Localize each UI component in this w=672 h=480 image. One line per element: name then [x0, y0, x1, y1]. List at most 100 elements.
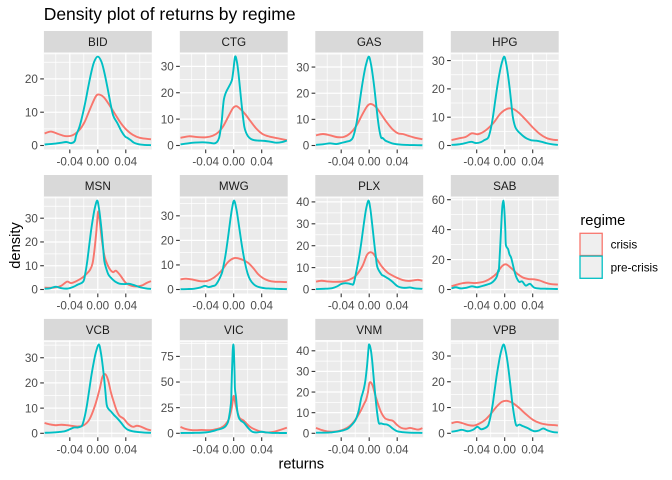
svg-text:0.04: 0.04: [114, 156, 137, 169]
svg-text:30: 30: [296, 218, 310, 231]
svg-text:returns: returns: [278, 456, 324, 472]
svg-text:0: 0: [303, 284, 310, 297]
svg-text:10: 10: [296, 114, 310, 127]
svg-text:0.00: 0.00: [493, 156, 516, 169]
svg-text:10: 10: [432, 402, 446, 415]
svg-text:0: 0: [31, 428, 38, 441]
svg-text:10: 10: [25, 106, 39, 119]
svg-text:-0.04: -0.04: [56, 156, 83, 169]
svg-text:30: 30: [25, 352, 39, 365]
svg-text:HPG: HPG: [492, 36, 517, 49]
svg-text:CTG: CTG: [221, 36, 246, 49]
svg-text:0.04: 0.04: [386, 300, 409, 313]
svg-text:-0.04: -0.04: [56, 300, 83, 313]
svg-text:0.00: 0.00: [493, 300, 516, 313]
svg-text:PLX: PLX: [358, 180, 380, 193]
svg-text:20: 20: [296, 240, 310, 253]
svg-text:75: 75: [161, 351, 175, 364]
svg-text:0.04: 0.04: [521, 156, 544, 169]
svg-text:0.00: 0.00: [86, 300, 109, 313]
svg-text:0.00: 0.00: [493, 443, 516, 456]
svg-text:30: 30: [25, 212, 39, 225]
svg-text:0: 0: [303, 428, 310, 441]
svg-text:0.00: 0.00: [358, 156, 381, 169]
svg-text:30: 30: [161, 61, 175, 74]
svg-text:GAS: GAS: [357, 36, 382, 49]
svg-text:VPB: VPB: [493, 324, 517, 337]
svg-text:30: 30: [432, 350, 446, 363]
svg-text:-0.04: -0.04: [192, 300, 219, 313]
svg-text:0: 0: [167, 140, 174, 153]
svg-text:0.04: 0.04: [250, 443, 273, 456]
svg-text:0.04: 0.04: [521, 300, 544, 313]
svg-text:0.00: 0.00: [222, 156, 245, 169]
svg-text:20: 20: [432, 376, 446, 389]
svg-text:10: 10: [296, 407, 310, 420]
svg-text:20: 20: [25, 377, 39, 390]
svg-text:0.04: 0.04: [386, 443, 409, 456]
svg-text:20: 20: [25, 236, 39, 249]
svg-text:40: 40: [296, 196, 310, 209]
svg-text:MWG: MWG: [219, 180, 249, 193]
svg-text:20: 20: [296, 386, 310, 399]
svg-text:-0.04: -0.04: [463, 443, 490, 456]
svg-text:-0.04: -0.04: [328, 443, 355, 456]
svg-text:40: 40: [432, 224, 446, 237]
svg-text:0.04: 0.04: [386, 156, 409, 169]
svg-text:20: 20: [432, 254, 446, 267]
svg-text:0: 0: [438, 284, 445, 297]
svg-text:density: density: [8, 222, 24, 269]
svg-text:-0.04: -0.04: [56, 443, 83, 456]
svg-text:10: 10: [161, 259, 175, 272]
svg-text:20: 20: [296, 87, 310, 100]
svg-text:20: 20: [432, 83, 446, 96]
svg-text:0: 0: [31, 284, 38, 297]
svg-text:0.00: 0.00: [86, 156, 109, 169]
svg-text:30: 30: [296, 366, 310, 379]
svg-text:0: 0: [438, 428, 445, 441]
svg-text:10: 10: [25, 260, 39, 273]
svg-text:0.00: 0.00: [358, 300, 381, 313]
svg-text:20: 20: [25, 73, 39, 86]
svg-text:0: 0: [167, 428, 174, 441]
svg-text:regime: regime: [580, 213, 625, 229]
svg-text:0.00: 0.00: [222, 443, 245, 456]
svg-text:Density plot of returns by reg: Density plot of returns by regime: [44, 4, 296, 24]
svg-text:-0.04: -0.04: [192, 156, 219, 169]
svg-text:0.00: 0.00: [222, 300, 245, 313]
svg-text:BID: BID: [88, 36, 107, 49]
svg-text:50: 50: [161, 376, 175, 389]
svg-text:30: 30: [432, 55, 446, 68]
svg-text:-0.04: -0.04: [328, 300, 355, 313]
svg-text:0.04: 0.04: [250, 300, 273, 313]
svg-text:VNM: VNM: [356, 324, 382, 337]
svg-text:0.00: 0.00: [86, 443, 109, 456]
svg-text:SAB: SAB: [493, 180, 517, 193]
svg-text:30: 30: [296, 61, 310, 74]
svg-text:0.04: 0.04: [521, 443, 544, 456]
svg-text:20: 20: [161, 87, 175, 100]
svg-text:-0.04: -0.04: [463, 156, 490, 169]
svg-text:0.04: 0.04: [114, 300, 137, 313]
svg-text:0.04: 0.04: [114, 443, 137, 456]
svg-text:30: 30: [161, 210, 175, 223]
svg-text:pre-crisis: pre-crisis: [611, 261, 659, 274]
svg-text:VCB: VCB: [86, 324, 110, 337]
svg-text:-0.04: -0.04: [192, 443, 219, 456]
svg-text:0.00: 0.00: [358, 443, 381, 456]
svg-text:VIC: VIC: [224, 324, 243, 337]
svg-text:10: 10: [161, 113, 175, 126]
svg-text:25: 25: [161, 402, 175, 415]
svg-text:crisis: crisis: [611, 239, 638, 252]
svg-text:0: 0: [303, 140, 310, 153]
svg-text:MSN: MSN: [85, 180, 111, 193]
svg-text:0: 0: [438, 140, 445, 153]
svg-text:-0.04: -0.04: [463, 300, 490, 313]
svg-text:-0.04: -0.04: [328, 156, 355, 169]
svg-text:0.04: 0.04: [250, 156, 273, 169]
svg-text:0: 0: [167, 284, 174, 297]
svg-text:60: 60: [432, 194, 446, 207]
svg-text:10: 10: [296, 262, 310, 275]
svg-text:10: 10: [432, 111, 446, 124]
svg-text:10: 10: [25, 402, 39, 415]
